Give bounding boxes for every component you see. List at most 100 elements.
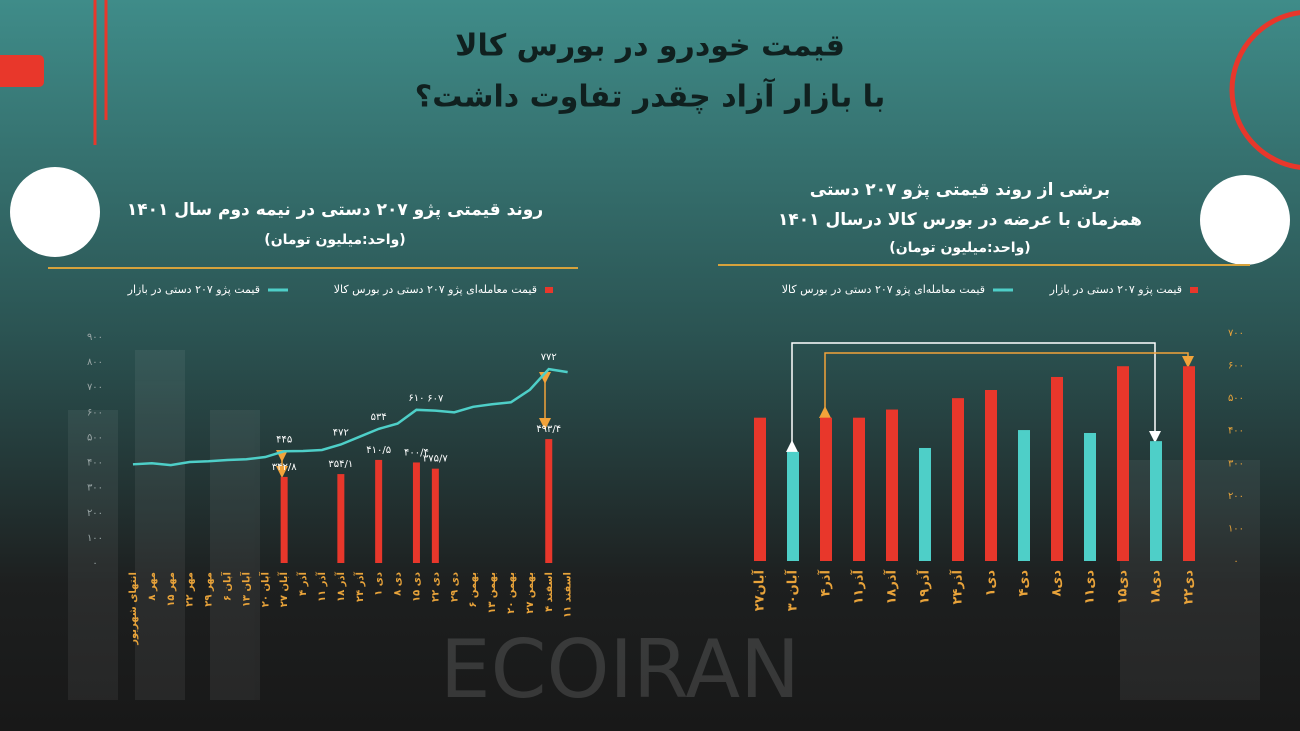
x-tick-label: ۸ مهر <box>147 572 158 601</box>
chart-title: همزمان با عرضه در بورس کالا درسال ۱۴۰۱ <box>778 210 1142 230</box>
decoration <box>10 167 100 257</box>
legend-label: قیمت معامله‌ای پژو ۲۰۷ دستی در بورس کالا <box>782 283 985 296</box>
bar <box>985 390 997 561</box>
bar <box>1018 430 1030 561</box>
bar <box>886 409 898 561</box>
x-tick-label: ۱۱دی <box>1083 570 1098 605</box>
data-label: ۴۹۳/۴ <box>536 424 561 435</box>
x-tick-label: ۴ آذر <box>296 571 309 595</box>
bar <box>787 451 799 561</box>
bar <box>1150 441 1162 561</box>
x-tick-label: ۸ دی <box>393 572 404 596</box>
x-tick-label: ۳۰آبان <box>784 569 801 611</box>
data-label: ۷۷۲ <box>541 352 557 363</box>
x-tick-label: ۲۲دی <box>1182 570 1197 605</box>
bar <box>280 476 288 563</box>
watermark: ECOIRAN <box>440 623 800 716</box>
decoration <box>1200 175 1290 265</box>
x-tick-label: ۴آذر <box>817 569 834 596</box>
data-label: ۶۱۰ <box>408 393 424 404</box>
page-title: قیمت خودرو در بورس کالا <box>455 29 845 64</box>
y-tick-label: ۰ <box>92 558 97 569</box>
legend-label: قیمت معامله‌ای پژو ۲۰۷ دستی در بورس کالا <box>334 283 537 296</box>
y-tick-label: ۳۰۰ <box>1228 458 1244 469</box>
x-tick-label: ۱ دی <box>374 572 385 596</box>
x-tick-label: ۲۲ دی <box>430 572 441 602</box>
bar <box>431 468 439 563</box>
data-label: ۴۰۰/۴ <box>404 447 429 458</box>
legend-label: قیمت پژو ۲۰۷ دستی در بازار <box>127 283 260 296</box>
bar <box>375 459 383 563</box>
x-tick-label: ۱۱آذر <box>850 569 867 604</box>
y-tick-label: ۴۰۰ <box>87 458 103 469</box>
chart-title: روند قیمتی پژو ۲۰۷ دستی در نیمه دوم سال … <box>127 200 543 220</box>
x-tick-label: ۲۴آذر <box>949 569 966 604</box>
data-label: ۶۰۷ <box>427 394 444 405</box>
x-tick-label: ۶ آبان <box>220 571 233 601</box>
x-tick-label: ۲۰ بهمن <box>506 572 517 614</box>
y-tick-label: ۵۰۰ <box>1228 393 1244 404</box>
x-tick-label: انتهای شهریور <box>128 572 139 646</box>
line <box>132 367 568 467</box>
page-title: با بازار آزاد چقدر تفاوت داشت؟ <box>415 78 885 115</box>
x-tick-label: ۲۲ مهر <box>185 572 196 607</box>
y-tick-label: ۷۰۰ <box>87 382 103 393</box>
legend-swatch <box>545 287 553 293</box>
bar <box>337 474 345 563</box>
y-tick-label: ۴۰۰ <box>1228 426 1244 437</box>
x-tick-label: ۱۵ مهر <box>166 572 177 607</box>
bar <box>412 462 420 563</box>
x-tick-label: ۱۹آذر <box>916 569 933 604</box>
y-tick-label: ۱۰۰ <box>1228 523 1244 534</box>
arrow <box>276 372 551 478</box>
y-tick-label: ۰ <box>1233 556 1238 567</box>
x-tick-label: ۲۹ مهر <box>204 572 215 607</box>
x-tick-label: ۱۱ آذر <box>315 571 328 602</box>
comparison-arrow <box>819 352 1194 418</box>
y-tick-label: ۲۰۰ <box>1228 491 1244 502</box>
x-tick-label: ۸دی <box>1050 570 1065 597</box>
chart-subtitle: (واحد:میلیون تومان) <box>264 232 405 248</box>
data-label: ۳۴۲/۸ <box>272 462 297 473</box>
decoration <box>0 55 44 87</box>
chart-title: برشی از روند قیمتی پژو ۲۰۷ دستی <box>810 180 1110 200</box>
bar <box>545 439 553 563</box>
y-tick-label: ۲۰۰ <box>87 508 103 519</box>
x-tick-label: ۱۵دی <box>1116 570 1131 605</box>
x-tick-label: ۱۳ بهمن <box>487 572 498 614</box>
data-label: ۴۴۵ <box>276 434 292 445</box>
data-label: ۴۱۰/۵ <box>366 445 391 456</box>
bar <box>952 398 964 561</box>
x-tick-label: ۶ بهمن <box>468 572 479 608</box>
bar <box>754 417 766 561</box>
bar <box>1084 432 1096 561</box>
data-label: ۴۷۲ <box>333 427 349 438</box>
x-tick-label: ۱۱ اسفند <box>563 572 574 618</box>
data-label: ۳۷۵/۷ <box>423 454 448 465</box>
x-tick-label: ۱۸ آذر <box>334 571 347 602</box>
bar <box>853 417 865 561</box>
x-tick-label: ۱۳ آبان <box>239 571 252 607</box>
chart-subtitle: (واحد:میلیون تومان) <box>889 240 1030 256</box>
y-tick-label: ۱۰۰ <box>87 533 103 544</box>
x-tick-label: ۱۸آذر <box>883 569 900 604</box>
x-tick-label: ۲۰ آبان <box>258 571 271 607</box>
data-label: ۳۵۴/۱ <box>328 459 353 470</box>
decoration <box>1229 10 1300 170</box>
x-tick-label: ۲۹ دی <box>449 572 460 602</box>
y-tick-label: ۶۰۰ <box>1228 361 1244 372</box>
x-tick-label: ۴دی <box>1017 570 1032 597</box>
x-tick-label: ۱۵ دی <box>411 572 422 602</box>
x-tick-label: ۱دی <box>984 570 999 597</box>
y-tick-label: ۶۰۰ <box>87 407 103 418</box>
legend-label: قیمت پژو ۲۰۷ دستی در بازار <box>1049 283 1182 296</box>
bar <box>1117 366 1129 561</box>
y-tick-label: ۷۰۰ <box>1228 328 1244 339</box>
bar <box>1051 376 1063 561</box>
x-tick-label: ۲۷ آبان <box>277 571 290 607</box>
legend-swatch <box>1190 287 1198 293</box>
y-tick-label: ۹۰۰ <box>87 332 103 343</box>
bar <box>1183 366 1195 561</box>
